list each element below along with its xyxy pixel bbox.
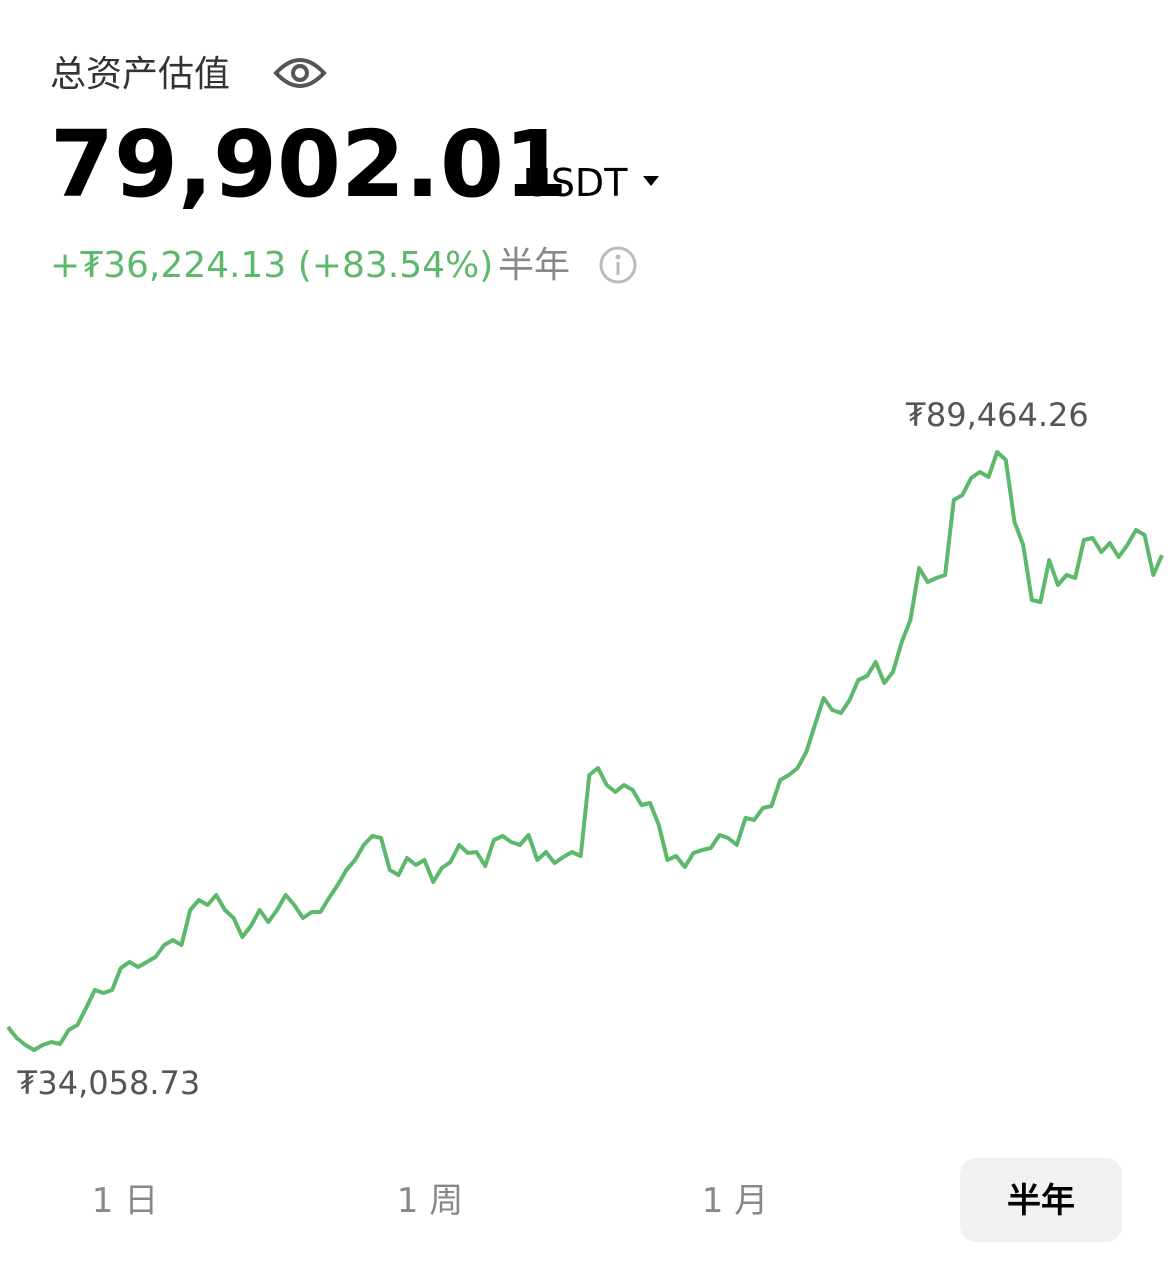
currency[interactable]: USDT [523,161,628,205]
value-label: ₮89,464.26 [906,396,1089,434]
period-tab[interactable]: 1 日 [92,1181,158,1221]
change: +₮36,224.13 (+83.54%) [50,245,493,286]
period: 半年 [498,245,570,286]
period-tab[interactable]: 1 周 [397,1181,463,1221]
value-label: ₮34,058.73 [17,1064,200,1102]
period-tab[interactable]: 1 月 [702,1181,768,1221]
currency-dropdown[interactable] [643,176,659,186]
info-icon[interactable] [599,246,637,284]
price-line [6,450,1164,1052]
tab-selected-bg [960,1158,1122,1242]
chart: ₮34,058.73 ₮89,464.26 [6,396,1164,1102]
balance: 79,902.01 [50,111,568,218]
period-tab[interactable]: 半年 [1007,1181,1075,1221]
title: 总资产估值 [50,54,230,95]
tabs: 1 日 1 周 1 月 半年 [92,1181,1075,1221]
eye-icon[interactable] [273,58,327,88]
